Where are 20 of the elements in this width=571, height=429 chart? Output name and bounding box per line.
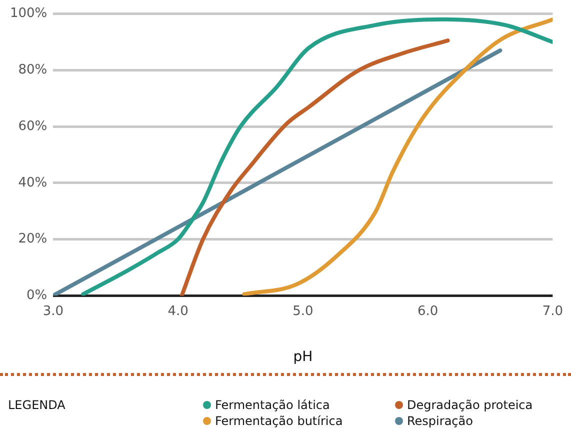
- y-tick-label: 0%: [26, 288, 48, 303]
- x-axis-title: pH: [293, 349, 313, 366]
- legend-label: Respiração: [406, 414, 473, 428]
- legend-title: LEGENDA: [8, 398, 66, 412]
- line-series: [242, 17, 553, 296]
- x-tick-label: 6.0: [417, 304, 438, 319]
- legend-label: Fermentação lática: [214, 398, 330, 412]
- x-tick-label: 4.0: [168, 304, 188, 319]
- y-tick-label: 80%: [18, 62, 48, 78]
- y-tick-label: 20%: [18, 232, 48, 247]
- x-tick-label: 5.0: [292, 304, 314, 319]
- legend-label: Fermentação butírica: [214, 414, 343, 428]
- x-tick-label: 7.0: [542, 304, 564, 319]
- y-tick-label: 100%: [10, 6, 48, 22]
- y-tick-label: 60%: [18, 118, 48, 134]
- x-tick-label: 3.0: [42, 304, 64, 319]
- line-series: [180, 38, 450, 296]
- line-series: [81, 17, 553, 296]
- y-tick-label: 40%: [18, 175, 48, 190]
- legend-label: Degradação proteica: [406, 398, 533, 412]
